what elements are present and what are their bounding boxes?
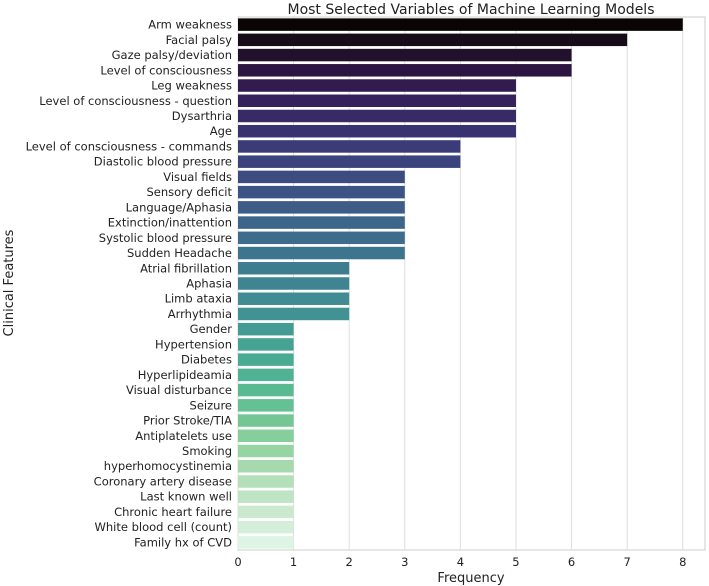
bar: [238, 124, 516, 138]
bar: [238, 201, 405, 214]
bar: [238, 33, 628, 47]
y-tick-label: Gender: [190, 322, 233, 336]
y-tick-label: Hypertension: [155, 337, 232, 351]
x-tick-label: 1: [290, 555, 297, 569]
bar: [238, 353, 294, 366]
y-tick-label: Chronic heart failure: [114, 505, 232, 519]
y-tick-label: Age: [210, 124, 232, 138]
y-tick-label: Coronary artery disease: [94, 474, 232, 488]
bar: [238, 109, 516, 123]
y-tick-label: Last known well: [140, 490, 232, 504]
bar: [238, 368, 294, 382]
y-tick-label: Language/Aphasia: [126, 200, 232, 214]
y-tick-label: Dysarthria: [172, 109, 232, 123]
bar: [238, 429, 294, 443]
bar: [238, 414, 294, 427]
y-tick-label: Visual fields: [163, 170, 232, 184]
bar: [238, 307, 350, 321]
y-axis-label: Clinical Features: [2, 229, 17, 336]
bar: [238, 140, 461, 153]
y-tick-label: Diabetes: [181, 353, 232, 367]
bar: [238, 216, 405, 229]
y-tick-label: Gaze palsy/deviation: [112, 48, 232, 62]
y-tick-label: Sudden Headache: [127, 246, 232, 260]
bar: [238, 292, 350, 305]
y-tick-label: Level of consciousness - commands: [26, 139, 232, 153]
bar: [238, 64, 572, 77]
y-tick-label: Family hx of CVD: [134, 535, 232, 549]
bar: [238, 338, 294, 351]
x-tick-labels: 0 1 2 3 4 5 6 7 8: [234, 555, 686, 569]
y-tick-label: Extinction/inattention: [108, 216, 232, 230]
y-tick-label: hyperhomocystinemia: [104, 459, 232, 473]
bar: [238, 459, 294, 473]
y-tick-label: Arrhythmia: [168, 307, 232, 321]
bar: [238, 48, 572, 62]
x-tick-label: 7: [624, 555, 631, 569]
bar: [238, 475, 294, 488]
y-tick-label: Systolic blood pressure: [99, 231, 232, 245]
x-tick-label: 0: [234, 555, 241, 569]
x-tick-label: 5: [512, 555, 519, 569]
y-tick-label: Arm weakness: [148, 18, 232, 32]
y-tick-label: White blood cell (count): [95, 520, 232, 534]
bar: [238, 18, 683, 31]
bar: [238, 399, 294, 412]
x-tick-label: 6: [568, 555, 575, 569]
y-tick-label: Atrial fibrillation: [140, 261, 232, 275]
bar: [238, 185, 405, 199]
bar: [238, 322, 294, 336]
bar: [238, 490, 294, 503]
y-tick-label: Antiplatelets use: [135, 429, 232, 443]
y-tick-label: Sensory deficit: [146, 185, 232, 199]
y-tick-label: Prior Stroke/TIA: [143, 414, 232, 428]
bar: [238, 505, 294, 519]
bar: [238, 262, 350, 275]
x-tick-label: 8: [679, 555, 686, 569]
y-tick-label: Smoking: [182, 444, 232, 458]
y-tick-label: Level of consciousness - question: [39, 94, 232, 108]
bar: [238, 277, 350, 290]
bar: [238, 520, 294, 534]
x-tick-label: 4: [457, 555, 464, 569]
bar: [238, 536, 294, 549]
bar: [238, 79, 516, 92]
y-tick-label: Leg weakness: [151, 79, 232, 93]
y-tick-label: Visual disturbance: [126, 383, 232, 397]
bars-group: [238, 18, 683, 549]
y-tick-label: Level of consciousness: [100, 63, 232, 77]
bar: [238, 383, 294, 397]
y-tick-label: Seizure: [190, 398, 232, 412]
y-tick-label: Limb ataxia: [165, 292, 232, 306]
y-tick-label: Hyperlipideamia: [138, 368, 232, 382]
bar: [238, 170, 405, 184]
bar: [238, 155, 461, 168]
x-tick-label: 2: [346, 555, 353, 569]
bar: [238, 246, 405, 260]
chart-title: Most Selected Variables of Machine Learn…: [287, 2, 654, 18]
y-tick-label: Aphasia: [186, 277, 232, 291]
bar: [238, 94, 516, 108]
bar: [238, 231, 405, 245]
bar: [238, 444, 294, 458]
x-axis-label: Frequency: [437, 571, 504, 586]
x-tick-label: 3: [401, 555, 408, 569]
y-tick-label: Diastolic blood pressure: [94, 155, 232, 169]
y-tick-label: Facial palsy: [166, 33, 233, 47]
